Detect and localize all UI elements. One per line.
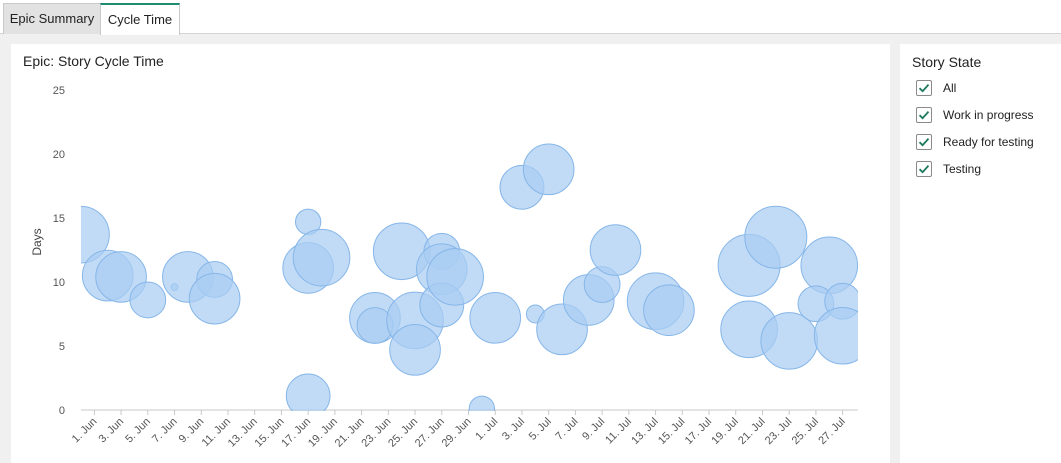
- x-tick-label: 17. Jul: [683, 416, 714, 447]
- checkbox[interactable]: [916, 80, 932, 96]
- y-axis-label: Days: [30, 228, 44, 255]
- y-tick-label: 10: [53, 277, 65, 289]
- data-bubble[interactable]: [522, 143, 575, 196]
- y-tick-label: 20: [53, 149, 65, 161]
- data-bubble[interactable]: [426, 248, 484, 306]
- tab-epic-summary[interactable]: Epic Summary: [3, 3, 101, 34]
- data-bubble[interactable]: [53, 205, 110, 264]
- x-tick-label: 7. Jul: [553, 416, 580, 443]
- filter-option-label: All: [943, 81, 957, 95]
- y-tick-label: 15: [53, 213, 65, 225]
- x-tick-label: 1. Jul: [473, 416, 500, 443]
- data-bubble[interactable]: [589, 224, 642, 276]
- x-tick-label: 5. Jun: [123, 416, 153, 446]
- data-bubble[interactable]: [129, 281, 167, 319]
- x-tick-label: 21. Jul: [736, 416, 767, 447]
- x-tick-label: 5. Jul: [527, 416, 554, 443]
- story-state-panel: Story State All Work in progress Ready f…: [900, 44, 1061, 463]
- x-tick-label: 23. Jul: [763, 416, 794, 447]
- filter-option-label: Ready for testing: [943, 135, 1034, 149]
- x-tick-label: 7. Jun: [150, 416, 180, 446]
- data-bubble[interactable]: [760, 312, 818, 370]
- x-tick-label: 3. Jul: [500, 416, 527, 443]
- y-tick-label: 5: [59, 341, 65, 353]
- x-tick-label: 1. Jun: [70, 416, 100, 446]
- chart-panel: Epic: Story Cycle Time 0 5 10 15 20 25 1. Jun…: [11, 44, 890, 463]
- tab-bar: Epic Summary Cycle Time: [0, 0, 1061, 35]
- story-state-title: Story State: [912, 54, 982, 70]
- x-tick-label: 29. Jun: [440, 416, 474, 450]
- filter-option-label: Testing: [943, 162, 982, 176]
- checkmark-icon: [918, 165, 930, 174]
- checkbox[interactable]: [916, 107, 932, 123]
- tab-cycle-time[interactable]: Cycle Time: [100, 3, 180, 35]
- data-bubble[interactable]: [468, 395, 496, 421]
- data-bubble[interactable]: [389, 324, 441, 376]
- x-tick-label: 15. Jul: [656, 416, 687, 447]
- x-tick-label: 25. Jul: [790, 416, 821, 447]
- x-tick-label: 11. Jul: [603, 416, 634, 447]
- x-tick-label: 27. Jul: [816, 416, 847, 447]
- chart-title: Epic: Story Cycle Time: [23, 53, 164, 69]
- bubble-series: [53, 143, 871, 421]
- data-bubble[interactable]: [813, 306, 871, 365]
- x-tick-label: 19. Jul: [709, 416, 740, 447]
- checkbox[interactable]: [916, 161, 932, 177]
- data-bubble[interactable]: [188, 272, 241, 325]
- y-tick-label: 25: [53, 85, 65, 97]
- checkmark-icon: [918, 111, 930, 120]
- y-tick-label: 0: [59, 405, 65, 417]
- data-bubble[interactable]: [285, 373, 331, 418]
- data-bubble[interactable]: [469, 292, 522, 344]
- data-bubble[interactable]: [643, 284, 695, 336]
- x-tick-label: 3. Jun: [97, 416, 127, 446]
- checkbox[interactable]: [916, 134, 932, 150]
- checkmark-icon: [918, 84, 930, 93]
- checkmark-icon: [918, 138, 930, 147]
- data-bubble[interactable]: [292, 228, 351, 287]
- filter-option-label: Work in progress: [943, 108, 1034, 122]
- y-axis: 0 5 10 15 20 25: [53, 85, 65, 417]
- x-tick-label: 13. Jul: [629, 416, 660, 447]
- data-bubble[interactable]: [744, 205, 808, 269]
